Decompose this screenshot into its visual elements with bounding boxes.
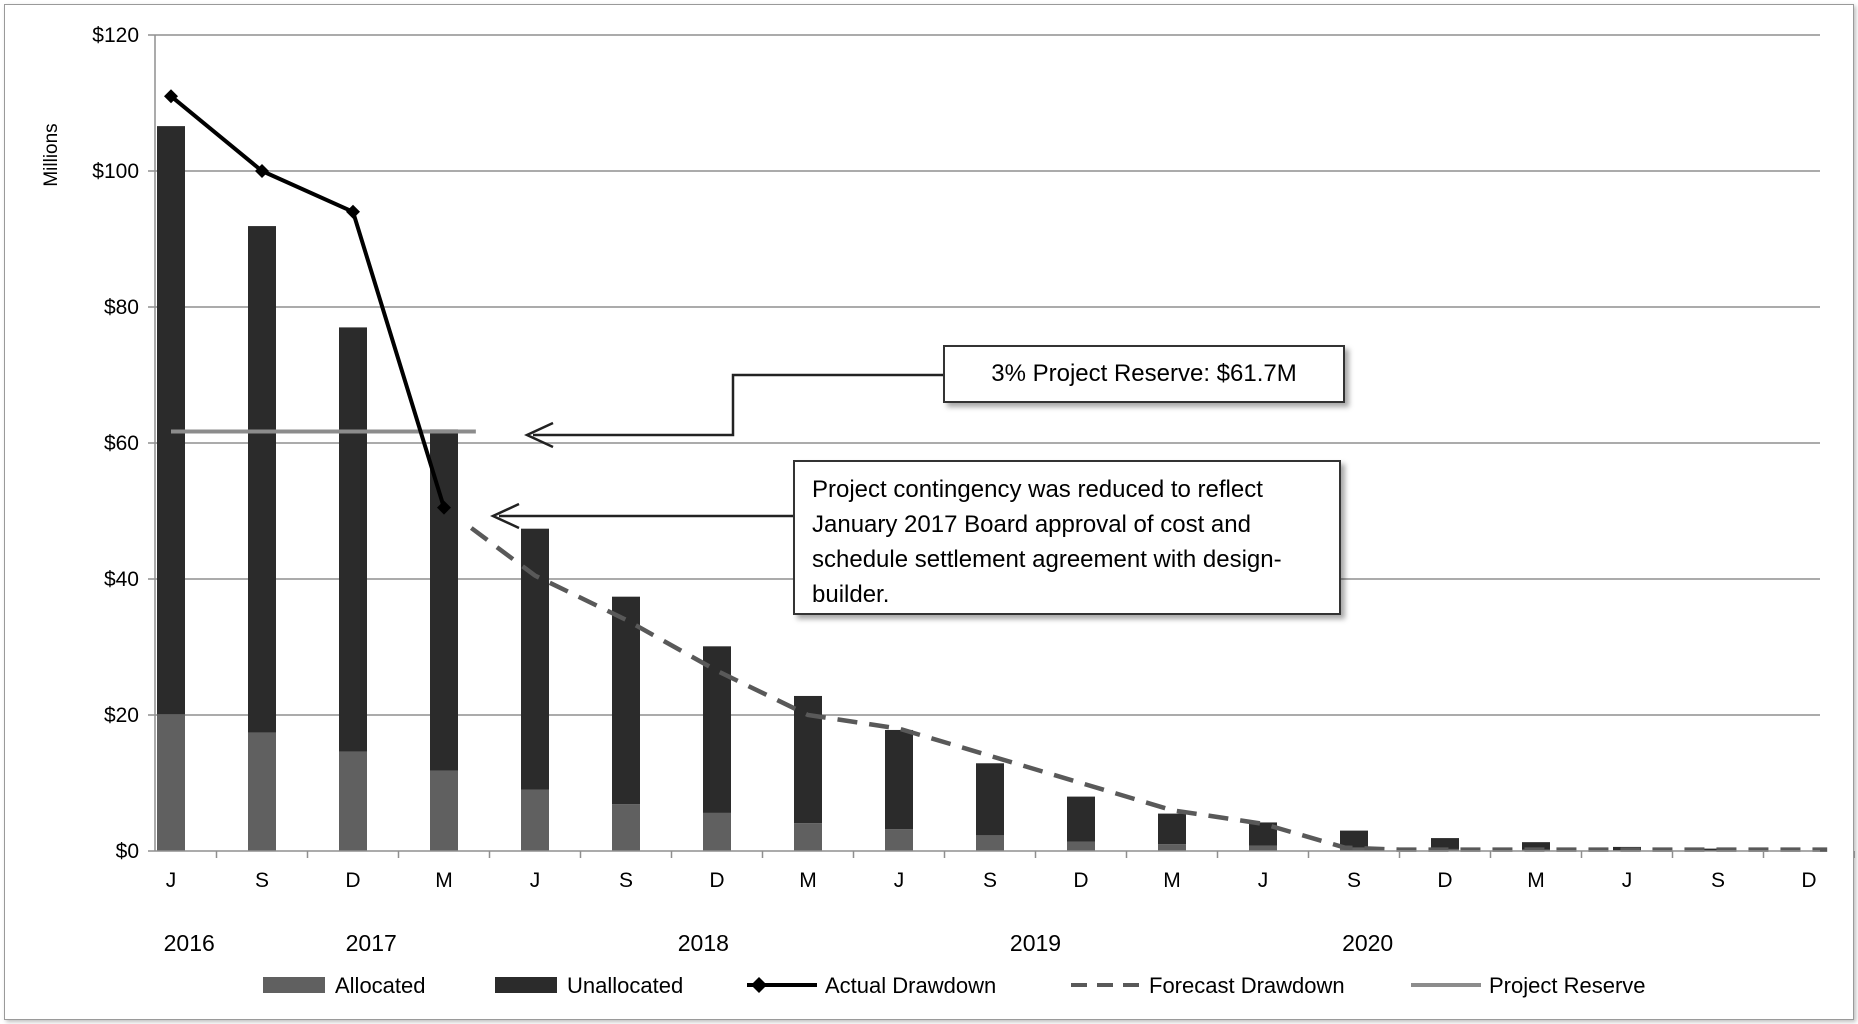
- year-label: 2017: [346, 930, 397, 956]
- legend-label: Actual Drawdown: [825, 973, 996, 998]
- year-label: 2019: [1010, 930, 1061, 956]
- bar-unallocated: [248, 226, 276, 733]
- axis-layer: $0 $20 $40 $60 $80 $100 $120 J S D M J S D M J S D M J S D M J S…: [92, 24, 1855, 956]
- bar-layer: [157, 126, 1732, 851]
- contingency-arrow-head: [490, 502, 520, 530]
- bar-allocated: [885, 829, 913, 851]
- bar-unallocated: [1158, 813, 1186, 845]
- bar-allocated: [703, 812, 731, 851]
- bar-allocated: [157, 714, 185, 851]
- year-label: 2016: [164, 930, 215, 956]
- bar-unallocated: [521, 528, 549, 790]
- bar-allocated: [794, 823, 822, 851]
- series-line-forecast-drawdown: [469, 526, 1828, 852]
- bar-allocated: [1340, 847, 1368, 851]
- series-line-actual-drawdown: [169, 94, 446, 509]
- bar-unallocated: [703, 646, 731, 813]
- x-tick-label: S: [983, 869, 997, 892]
- actual-drawdown-marker: [437, 500, 451, 515]
- y-axis-title: Millions: [41, 123, 62, 186]
- reserve-arrow-head: [524, 421, 554, 449]
- x-tick-label: J: [530, 869, 541, 892]
- bar-allocated: [521, 789, 549, 851]
- bar-allocated: [612, 804, 640, 851]
- x-tick-label: D: [1801, 869, 1816, 892]
- bar-unallocated: [339, 327, 367, 752]
- y-tick-label: $120: [92, 24, 139, 47]
- x-tick-label: D: [1437, 869, 1452, 892]
- actual-drawdown-marker: [346, 204, 360, 219]
- bar-unallocated: [1522, 842, 1550, 850]
- bar-unallocated: [1067, 796, 1095, 842]
- reserve-callout: 3% Project Reserve: $61.7M: [943, 345, 1345, 403]
- x-tick-label: S: [1347, 869, 1361, 892]
- bar-allocated: [248, 732, 276, 851]
- bar-allocated: [430, 770, 458, 851]
- y-tick-label: $100: [92, 160, 139, 183]
- bar-allocated: [1067, 841, 1095, 851]
- actual-drawdown-marker: [164, 89, 178, 104]
- bar-unallocated: [976, 763, 1004, 836]
- chart-canvas: $0 $20 $40 $60 $80 $100 $120 J S D M J S D M J S D M J S D M J S…: [41, 24, 1855, 998]
- x-tick-label: M: [1527, 869, 1545, 892]
- bar-allocated: [339, 751, 367, 851]
- year-label: 2018: [678, 930, 729, 956]
- bar-unallocated: [612, 596, 640, 805]
- x-tick-label: D: [1073, 869, 1088, 892]
- legend-marker: [751, 977, 767, 993]
- legend-label: Forecast Drawdown: [1149, 973, 1345, 998]
- year-label: 2020: [1342, 930, 1393, 956]
- line-layer: [164, 89, 1828, 852]
- y-tick-label: $80: [104, 296, 139, 319]
- bar-allocated: [1158, 844, 1186, 851]
- x-tick-label: J: [894, 869, 905, 892]
- y-tick-label: $60: [104, 432, 139, 455]
- x-tick-label: M: [799, 869, 817, 892]
- x-tick-label: S: [1711, 869, 1725, 892]
- x-tick-label: M: [1163, 869, 1181, 892]
- legend-swatch: [495, 977, 557, 993]
- legend-swatch: [263, 977, 325, 993]
- bar-unallocated: [1249, 822, 1277, 846]
- legend-label: Unallocated: [567, 973, 683, 998]
- x-tick-label: J: [1622, 869, 1633, 892]
- chart-frame: $0 $20 $40 $60 $80 $100 $120 J S D M J S D M J S D M J S D M J S…: [4, 4, 1855, 1020]
- actual-drawdown-marker: [255, 164, 269, 178]
- x-tick-label: J: [166, 869, 177, 892]
- bar-allocated: [976, 835, 1004, 851]
- bar-unallocated: [430, 429, 458, 771]
- y-tick-label: $40: [104, 568, 139, 591]
- legend-label: Project Reserve: [1489, 973, 1646, 998]
- bar-unallocated: [885, 729, 913, 830]
- bar-allocated: [1249, 845, 1277, 851]
- x-tick-label: M: [435, 869, 453, 892]
- x-tick-label: D: [709, 869, 724, 892]
- x-tick-label: S: [619, 869, 633, 892]
- legend-label: Allocated: [335, 973, 426, 998]
- callout-arrows: [490, 373, 943, 530]
- y-tick-label: $20: [104, 704, 139, 727]
- reserve-arrow-line: [533, 373, 943, 437]
- contingency-callout: Project contingency was reduced to refle…: [793, 460, 1341, 615]
- y-tick-label: $0: [116, 840, 139, 863]
- legend: Allocated Unallocated Actual Drawdown Forec…: [263, 973, 1646, 998]
- bar-unallocated: [1431, 838, 1459, 849]
- bar-unallocated: [157, 126, 185, 715]
- x-tick-label: D: [345, 869, 360, 892]
- bar-unallocated: [1340, 830, 1368, 848]
- x-tick-label: S: [255, 869, 269, 892]
- x-tick-label: J: [1258, 869, 1269, 892]
